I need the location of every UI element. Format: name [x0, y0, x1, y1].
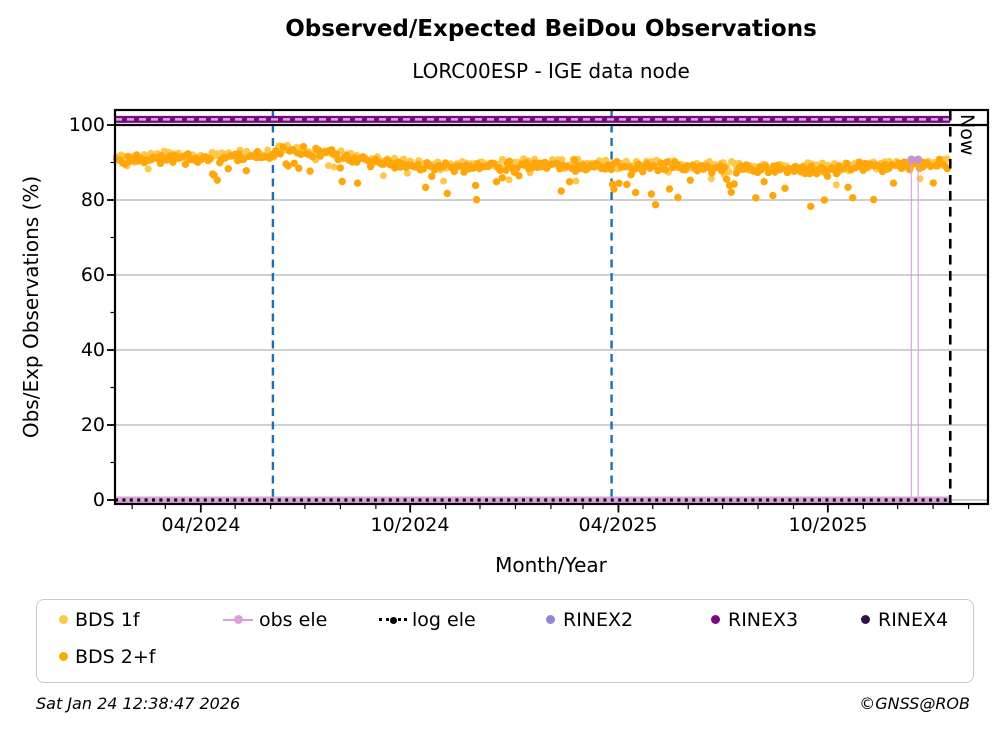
y-tick-label: 40: [80, 339, 105, 361]
x-tick-label: 10/2024: [370, 514, 450, 536]
legend-marker-rinex2: [546, 615, 555, 624]
y-tick-label: 80: [80, 189, 105, 211]
plot-timestamp: Sat Jan 24 12:38:47 2026: [36, 694, 241, 713]
legend-label-rinex3: RINEX3: [728, 609, 799, 631]
legend-label-bds-2f: BDS 2+f: [75, 646, 156, 668]
y-tick-label: 60: [80, 264, 105, 286]
legend-label-rinex2: RINEX2: [563, 609, 634, 631]
chart-subtitle: LORC00ESP - IGE data node: [412, 59, 690, 83]
now-annotation: Now: [956, 114, 978, 156]
legend-label-log-ele: log ele: [412, 609, 476, 631]
x-tick-label: 04/2025: [578, 514, 658, 536]
legend-label-rinex4: RINEX4: [878, 609, 949, 631]
legend-marker-rinex3: [711, 615, 720, 624]
legend: BDS 1f obs ele log ele RINEX2 RINEX3 RIN…: [36, 599, 974, 683]
x-axis-label: Month/Year: [495, 553, 607, 577]
legend-marker-log-ele: [379, 616, 407, 624]
chart-title: Observed/Expected BeiDou Observations: [285, 16, 817, 42]
copyright-credit: ©GNSS@ROB: [859, 694, 970, 713]
x-tick-label: 10/2025: [788, 514, 868, 536]
legend-marker-rinex4: [861, 615, 870, 624]
legend-label-obs-ele: obs ele: [259, 609, 328, 631]
legend-marker-bds-1f: [59, 615, 68, 624]
y-tick-label: 20: [80, 414, 105, 436]
y-tick-label: 0: [92, 489, 105, 511]
y-tick-label: 100: [68, 114, 105, 136]
legend-marker-obs-ele: [223, 615, 253, 625]
legend-label-bds-1f: BDS 1f: [75, 609, 140, 631]
legend-marker-bds-2f: [59, 652, 68, 661]
x-tick-label: 04/2024: [161, 514, 241, 536]
y-axis-label: Obs/Exp Observations (%): [19, 175, 43, 439]
